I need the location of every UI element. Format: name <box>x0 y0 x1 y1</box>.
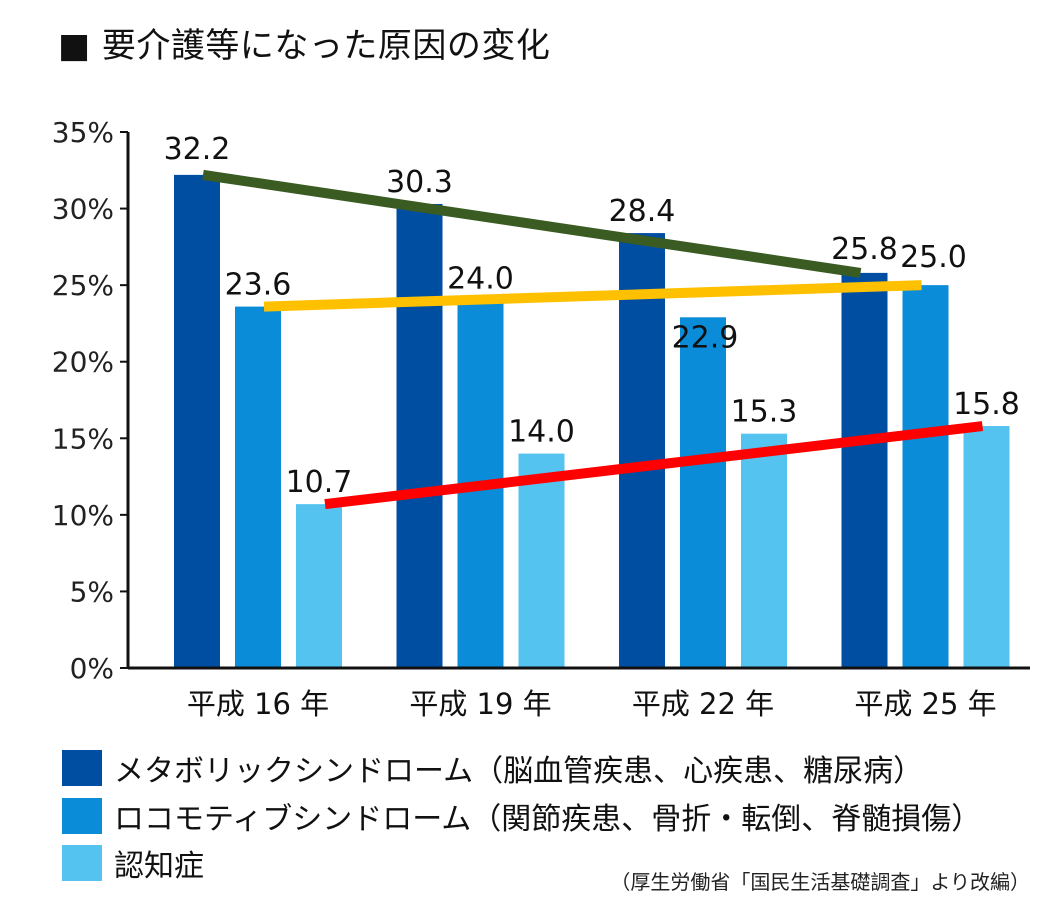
bar <box>174 174 220 668</box>
bar <box>963 426 1010 668</box>
legend-swatch-dementia <box>62 845 102 881</box>
legend-item-dementia: 認知症 <box>62 843 204 884</box>
source-note: （厚生労働省「国民生活基礎調査」より改編） <box>610 870 1030 894</box>
y-axis-ticks: 0% 5% 10% 15% 20% 25% 30% 35% <box>52 116 128 685</box>
value-labels: 32.2 30.3 28.4 25.8 23.6 24.0 22.9 25.0 10.7 14.0… <box>164 132 1020 500</box>
bar <box>619 233 665 668</box>
y-tick-label: 15% <box>52 422 114 455</box>
trend-line <box>263 280 922 312</box>
bar-chart: 0%5%10%15%20%25%30%35% 32.230.328.425.82… <box>52 116 1030 721</box>
data-label: 10.7 <box>286 465 353 500</box>
data-label: 22.9 <box>672 320 739 355</box>
data-label: 24.0 <box>447 261 514 296</box>
legend-swatch-metabolic <box>62 750 102 786</box>
y-tick-label: 0% <box>70 652 114 685</box>
chart-title: ■ 要介護等になった原因の変化 <box>58 26 551 66</box>
y-tick-label: 25% <box>52 269 114 302</box>
data-label: 30.3 <box>386 165 453 200</box>
data-label: 15.8 <box>953 387 1020 422</box>
axes <box>126 132 1030 670</box>
legend-swatch-locomotive <box>62 798 102 834</box>
bar <box>518 453 565 668</box>
y-tick-label: 5% <box>70 575 114 608</box>
x-category-label: 平成 22 年 <box>632 687 774 721</box>
legend-item-locomotive: ロコモティブシンドローム（関節疾患、骨折・転倒、脊髄損傷） <box>62 796 982 837</box>
bar <box>396 203 443 668</box>
data-label: 28.4 <box>609 194 676 229</box>
bars <box>174 174 1010 668</box>
x-category-label: 平成 19 年 <box>409 687 551 721</box>
y-tick-label: 35% <box>52 116 114 149</box>
trend-lines <box>202 169 984 510</box>
legend-label-locomotive: ロコモティブシンドローム（関節疾患、骨折・転倒、脊髄損傷） <box>114 802 982 837</box>
data-label: 25.8 <box>831 232 898 267</box>
x-category-label: 平成 25 年 <box>854 687 996 721</box>
bar <box>235 306 281 668</box>
bar <box>296 504 342 668</box>
trend-line <box>202 169 862 278</box>
data-label: 32.2 <box>164 132 231 167</box>
bar <box>680 317 726 668</box>
bar <box>902 285 949 668</box>
trend-line <box>324 421 984 510</box>
data-label: 23.6 <box>225 268 292 303</box>
bar <box>841 272 888 668</box>
x-category-label: 平成 16 年 <box>187 687 329 721</box>
legend-item-metabolic: メタボリックシンドローム（脳血管疾患、心疾患、糖尿病） <box>62 748 924 789</box>
data-label: 25.0 <box>900 240 967 275</box>
legend-label-dementia: 認知症 <box>114 849 204 884</box>
legend-label-metabolic: メタボリックシンドローム（脳血管疾患、心疾患、糖尿病） <box>114 754 924 789</box>
y-tick-label: 10% <box>52 499 114 532</box>
data-label: 15.3 <box>731 395 798 430</box>
x-axis-categories: 平成 16 年 平成 19 年 平成 22 年 平成 25 年 <box>187 687 997 721</box>
bar <box>741 433 787 668</box>
data-label: 14.0 <box>508 415 575 450</box>
y-tick-label: 30% <box>52 193 114 226</box>
y-tick-label: 20% <box>52 346 114 379</box>
